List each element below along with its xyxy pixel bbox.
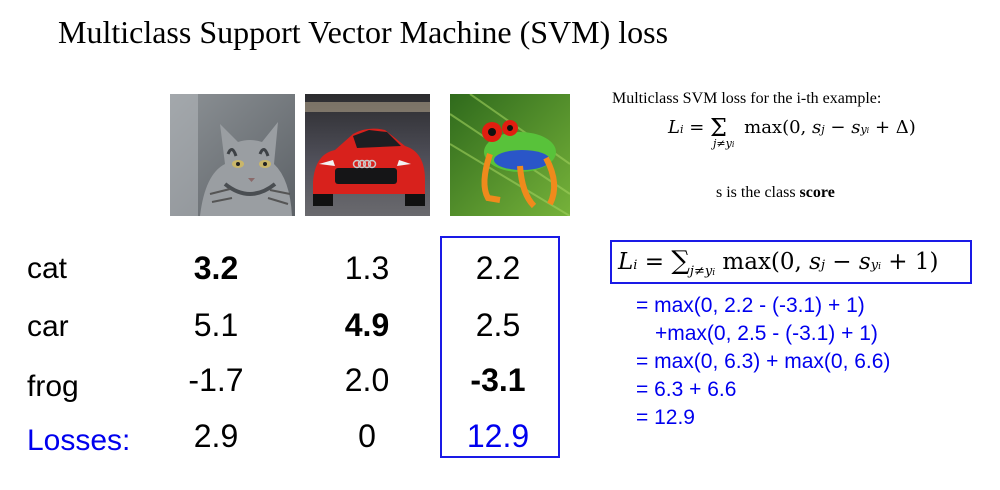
- score-cell: 4.9: [344, 307, 390, 343]
- score-cell: 1.3: [344, 250, 390, 286]
- row-label-frog: frog: [27, 370, 79, 403]
- score-note: s is the class score: [716, 184, 835, 201]
- slide-title: Multiclass Support Vector Machine (SVM) …: [58, 14, 669, 50]
- boxed-formula-frame: [610, 240, 972, 284]
- calc-line-1: = max(0, 2.2 - (-3.1) + 1): [636, 294, 865, 317]
- score-cell: -1.7: [188, 362, 244, 398]
- loss-cell: 12.9: [466, 418, 530, 454]
- svm-loss-caption: Multiclass SVM loss for the i-th example…: [612, 90, 882, 107]
- score-cell: 5.1: [193, 307, 239, 343]
- score-cell: 2.2: [475, 250, 521, 286]
- frog-column-highlight: [440, 236, 560, 458]
- calc-line-3: = max(0, 6.3) + max(0, 6.6): [636, 350, 891, 373]
- row-label-car: car: [27, 310, 69, 343]
- calc-line-5: = 12.9: [636, 406, 695, 429]
- calc-line-2: +max(0, 2.5 - (-3.1) + 1): [655, 322, 878, 345]
- frog-image: [450, 94, 570, 216]
- score-cell: 3.2: [193, 250, 239, 286]
- cat-image: [170, 94, 295, 216]
- score-cell: 2.0: [344, 362, 390, 398]
- loss-cell: 0: [358, 418, 376, 454]
- loss-cell: 2.9: [193, 418, 239, 454]
- row-label-cat: cat: [27, 252, 68, 285]
- svm-loss-formula: Li = Σj≠yi max(0, sj − syi + Δ): [668, 114, 916, 150]
- losses-label: Losses:: [27, 424, 131, 457]
- car-image: [305, 94, 430, 216]
- boxed-formula: Li = ∑j≠yi max(0, sj − syi + 1): [618, 246, 939, 279]
- calc-line-4: = 6.3 + 6.6: [636, 378, 737, 401]
- score-cell: -3.1: [470, 362, 526, 398]
- score-cell: 2.5: [475, 307, 521, 343]
